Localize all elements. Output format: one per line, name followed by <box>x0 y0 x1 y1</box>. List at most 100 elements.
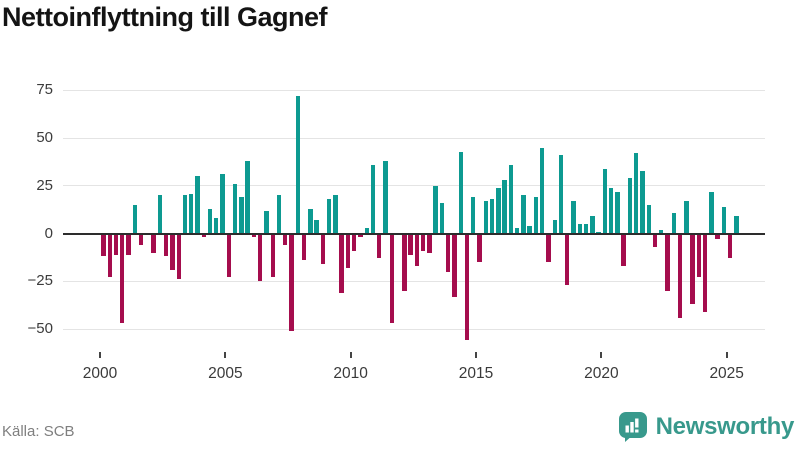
bar <box>502 180 507 234</box>
logo-bubble-chart-icon <box>618 411 648 443</box>
bar <box>690 233 695 305</box>
bar <box>132 204 138 234</box>
bar <box>176 233 181 280</box>
bar <box>201 233 206 238</box>
x-tick-label: 2005 <box>208 365 243 382</box>
bar <box>289 233 294 331</box>
bar <box>138 233 144 246</box>
bar <box>351 233 357 251</box>
gridline <box>63 280 765 282</box>
bar <box>483 201 488 234</box>
bar <box>163 233 169 257</box>
bar <box>333 195 338 234</box>
bar <box>715 233 720 240</box>
bar <box>583 224 589 234</box>
bar <box>295 96 300 234</box>
bar <box>276 195 282 234</box>
bar <box>245 161 250 234</box>
x-tick-label: 2015 <box>458 365 494 382</box>
bar <box>232 183 238 234</box>
bar <box>608 187 614 234</box>
y-axis: 75 50 25 0 −25 −50 <box>0 75 53 345</box>
bar <box>709 191 714 234</box>
bar <box>489 199 495 234</box>
bar <box>308 208 313 234</box>
y-tick-label: −50 <box>27 320 53 337</box>
bar <box>521 195 526 234</box>
bar <box>364 227 369 234</box>
bar <box>226 233 232 278</box>
bar <box>326 199 332 234</box>
y-tick-label: 25 <box>36 176 53 194</box>
bar <box>207 208 213 234</box>
y-tick-label: −25 <box>27 272 53 290</box>
bar <box>728 233 733 259</box>
bar <box>251 233 257 238</box>
bar <box>414 233 420 267</box>
bar <box>659 229 664 234</box>
source-note: Källa: SCB <box>2 423 75 440</box>
bar <box>677 233 683 318</box>
x-tick-label: 2025 <box>709 365 744 382</box>
bar <box>126 233 131 255</box>
bar <box>358 233 363 238</box>
bar <box>214 218 219 234</box>
bar <box>514 227 520 234</box>
bar <box>257 233 263 282</box>
x-tick <box>475 352 478 358</box>
bar <box>471 197 476 234</box>
bar <box>107 233 112 278</box>
bar <box>464 233 470 341</box>
bar <box>377 233 382 259</box>
bar <box>721 206 727 234</box>
gridline <box>63 185 765 187</box>
bar <box>120 233 125 324</box>
bar <box>546 233 551 263</box>
bar <box>283 233 288 246</box>
bar <box>433 185 438 234</box>
bar <box>320 233 326 265</box>
bar <box>182 195 188 234</box>
bar <box>615 191 620 234</box>
y-tick-label: 75 <box>36 81 53 99</box>
bar <box>427 233 432 253</box>
bar <box>696 233 702 278</box>
newsworthy-logo: Newsworthy <box>618 411 794 443</box>
plot-area <box>63 75 765 345</box>
bar <box>539 147 545 234</box>
bar <box>445 233 451 272</box>
bar <box>734 216 739 234</box>
y-tick-label: 50 <box>36 129 53 147</box>
x-tick-label: 2020 <box>584 365 619 382</box>
bar <box>370 164 376 234</box>
bar <box>552 220 557 234</box>
bar <box>189 193 194 234</box>
bar <box>508 164 514 234</box>
bar <box>239 197 244 234</box>
bar <box>684 201 689 234</box>
bar <box>389 233 394 324</box>
bar <box>646 204 651 234</box>
bar <box>590 216 595 234</box>
x-tick <box>725 352 728 358</box>
bar <box>477 233 482 263</box>
bar <box>420 233 426 251</box>
bar <box>151 233 156 253</box>
bar <box>533 197 539 234</box>
bar <box>602 168 608 234</box>
x-tick <box>224 352 227 358</box>
bar <box>220 174 225 234</box>
bar <box>170 233 175 270</box>
x-tick <box>99 352 101 358</box>
x-tick <box>600 352 603 358</box>
bar <box>314 220 319 234</box>
bar <box>652 233 658 247</box>
bar <box>565 233 570 286</box>
bar <box>640 170 645 234</box>
bar <box>665 233 670 291</box>
bar <box>627 178 633 234</box>
page-title: Nettoinflyttning till Gagnef <box>2 2 327 32</box>
y-tick-label: 0 <box>44 224 53 242</box>
zero-line <box>63 232 765 235</box>
bar <box>402 233 407 291</box>
